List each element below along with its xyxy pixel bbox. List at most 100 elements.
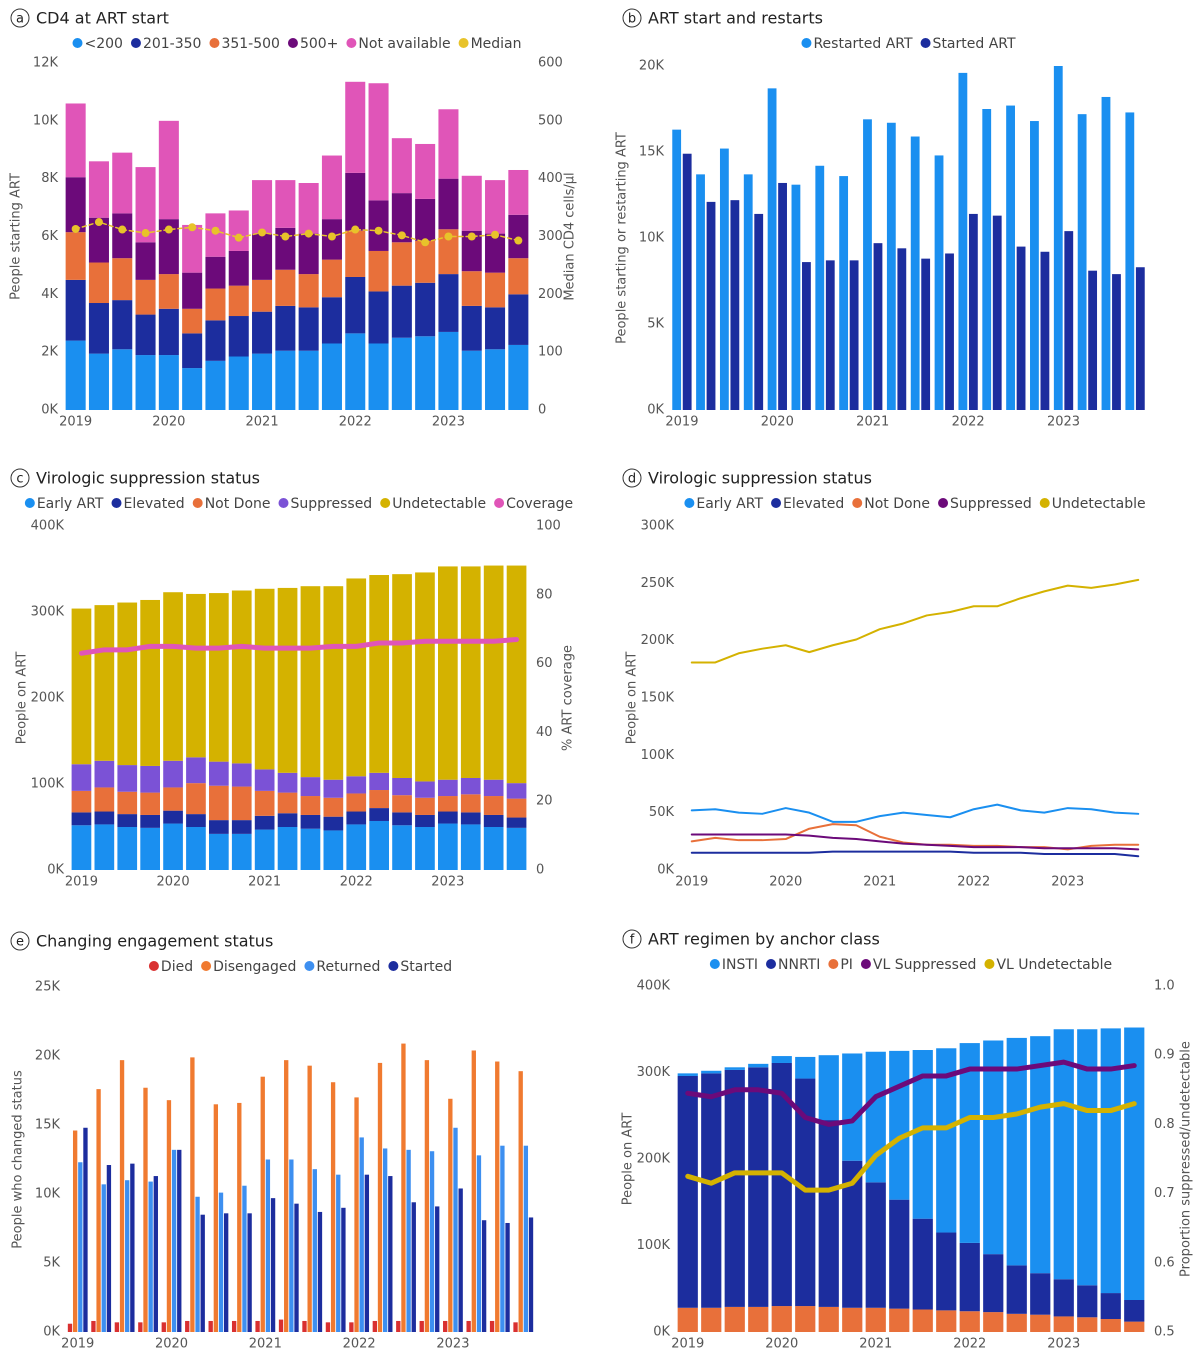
- panel-letter: c: [16, 472, 23, 487]
- bar: [278, 1319, 284, 1332]
- bar: [406, 1149, 411, 1332]
- bar-segment: [936, 1232, 957, 1311]
- bar: [730, 200, 740, 410]
- bar-segment: [506, 827, 527, 870]
- bar: [419, 1320, 424, 1332]
- bar-segment: [1124, 1299, 1145, 1322]
- panel-letter: b: [628, 12, 636, 27]
- legend-label: Started: [400, 959, 452, 975]
- bar: [106, 1165, 112, 1332]
- line-marker: [397, 231, 406, 240]
- bar-segment: [748, 1067, 769, 1307]
- bar-segment: [158, 308, 179, 356]
- bar-segment: [889, 1308, 910, 1332]
- bar-segment: [346, 811, 367, 825]
- bar-segment: [461, 230, 482, 272]
- bar: [153, 1176, 158, 1332]
- panel: f ART regimen by anchor class INSTI NNRTI PI…: [621, 929, 1194, 1352]
- bar-segment: [300, 796, 321, 815]
- bar: [500, 1145, 505, 1332]
- bar: [96, 1089, 101, 1332]
- bar-segment: [71, 764, 92, 791]
- legend-marker: [771, 498, 782, 508]
- bar: [213, 1104, 219, 1332]
- legend-label: Elevated: [123, 496, 184, 512]
- bar-segment: [1077, 1029, 1098, 1286]
- y-tick-label: 15K: [639, 145, 665, 160]
- bar-segment: [415, 572, 435, 782]
- bar: [114, 1322, 120, 1332]
- y-tick-label: 0K: [43, 1325, 60, 1340]
- bar: [453, 1127, 458, 1332]
- bar-segment: [252, 233, 273, 280]
- bar-segment: [1053, 1316, 1074, 1332]
- bar-segment: [186, 757, 206, 784]
- bar-segment: [71, 608, 92, 765]
- bar-segment: [323, 816, 344, 831]
- bar-segment: [1006, 1037, 1027, 1266]
- bar-segment: [117, 602, 138, 766]
- bar-segment: [485, 272, 506, 308]
- x-tick-label: 2023: [1047, 415, 1080, 430]
- bar-segment: [88, 303, 109, 354]
- bar-segment: [438, 796, 458, 812]
- line-marker: [211, 226, 220, 235]
- bar-segment: [158, 219, 179, 275]
- bar-segment: [117, 814, 138, 827]
- bar-segment: [205, 320, 226, 361]
- bar-segment: [438, 811, 458, 824]
- panel-letter: a: [16, 12, 24, 27]
- bar-segment: [228, 210, 249, 251]
- y-tick-label: 0K: [653, 1325, 670, 1340]
- x-tick-label: 2019: [671, 1337, 704, 1352]
- bar-segment: [415, 198, 436, 241]
- bar-segment: [748, 1063, 769, 1068]
- bar-segment: [506, 798, 527, 818]
- bar-segment: [275, 227, 296, 270]
- bar: [719, 148, 729, 410]
- bar: [476, 1155, 482, 1332]
- bar: [185, 1320, 190, 1332]
- line-marker: [164, 225, 173, 234]
- bar: [354, 1097, 359, 1332]
- y-tick-label: 4K: [41, 287, 58, 302]
- bar: [270, 1198, 276, 1332]
- bar: [815, 165, 825, 410]
- bar: [1077, 114, 1087, 410]
- bar: [495, 1061, 500, 1332]
- legend-marker: [192, 498, 203, 508]
- legend-marker: [111, 498, 122, 508]
- bar-segment: [117, 791, 138, 815]
- y2-tick-label: 0.5: [1154, 1325, 1175, 1340]
- x-tick-label: 2020: [769, 875, 802, 890]
- legend-marker: [209, 38, 220, 48]
- y2-tick-label: 1.0: [1154, 979, 1175, 994]
- bar-segment: [936, 1310, 957, 1332]
- bar-segment: [345, 172, 366, 231]
- bar-segment: [345, 81, 366, 173]
- bar-segment: [298, 274, 319, 308]
- bar-segment: [186, 827, 206, 870]
- bar: [208, 1320, 213, 1332]
- y2-tick-label: 100: [538, 345, 563, 360]
- bar-segment: [163, 787, 183, 811]
- legend-marker: [852, 498, 863, 508]
- bar-segment: [228, 285, 249, 317]
- x-tick-label: 2021: [859, 1337, 892, 1352]
- bar: [921, 258, 931, 410]
- legend: Early ART Elevated Not Done Suppressed Undet…: [684, 496, 1146, 512]
- bar-segment: [392, 825, 412, 870]
- bar-segment: [415, 781, 435, 798]
- bar: [435, 1206, 440, 1332]
- bar: [364, 1174, 370, 1332]
- bar-segment: [117, 765, 138, 792]
- panel-letter-circle: [10, 931, 30, 951]
- bar: [396, 1320, 401, 1332]
- bar: [1101, 96, 1111, 411]
- y2-tick-label: 60: [536, 656, 553, 671]
- legend-label: INSTI: [722, 957, 758, 973]
- line: [690, 803, 1140, 823]
- bar-segment: [300, 777, 321, 797]
- bar-segment: [438, 178, 459, 230]
- bar: [330, 1082, 336, 1332]
